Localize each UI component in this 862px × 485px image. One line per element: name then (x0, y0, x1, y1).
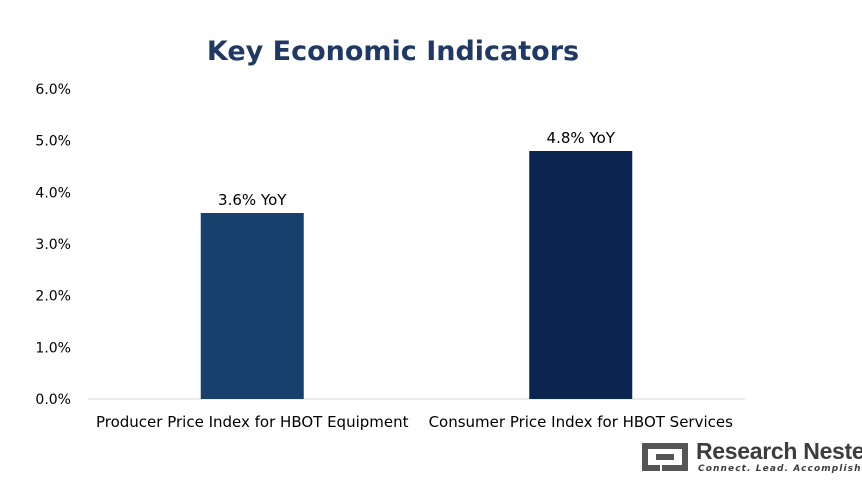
y-tick-label: 4.0% (35, 185, 71, 201)
y-tick-label: 0.0% (35, 392, 71, 408)
data-label: 4.8% YoY (547, 129, 616, 147)
y-tick-label: 1.0% (35, 340, 71, 356)
y-tick-label: 5.0% (35, 134, 71, 150)
research-nester-logo: Research Nester Connect. Lead. Accomplis… (634, 437, 862, 481)
bar (529, 151, 633, 399)
y-tick-label: 6.0% (35, 82, 71, 98)
logo-tagline: Connect. Lead. Accomplish (698, 464, 862, 474)
y-tick-label: 2.0% (35, 289, 71, 305)
y-tick-label: 3.0% (35, 237, 71, 253)
x-category-label: Producer Price Index for HBOT Equipment (96, 413, 409, 431)
data-label: 3.6% YoY (218, 191, 287, 209)
x-category-label: Consumer Price Index for HBOT Services (429, 413, 734, 431)
bar (200, 213, 304, 399)
logo-mark-icon (642, 443, 688, 471)
logo-name: Research Nester (696, 438, 862, 464)
chart-title: Key Economic Indicators (206, 36, 580, 67)
